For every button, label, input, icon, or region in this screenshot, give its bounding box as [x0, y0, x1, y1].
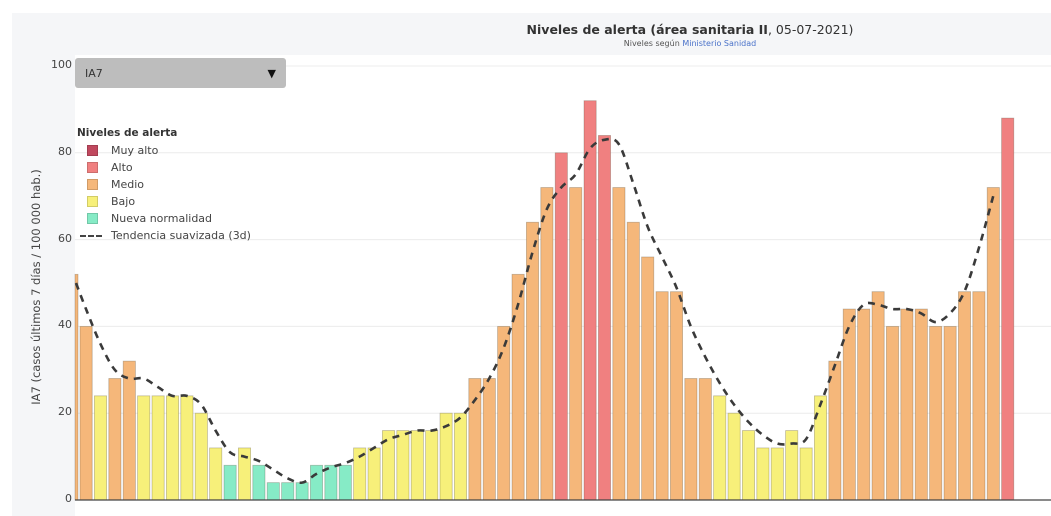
dropdown-arrow-icon: ▼ [267, 66, 276, 80]
bar [886, 325, 900, 501]
bar [180, 395, 194, 501]
y-tick-label: 60 [58, 231, 72, 245]
bar [137, 395, 151, 501]
bar [165, 395, 179, 501]
bar [223, 464, 237, 501]
bar [770, 447, 784, 501]
bar [74, 273, 79, 501]
legend-item-alto[interactable]: Alto [77, 159, 251, 176]
bar [900, 308, 914, 501]
dashed-line-icon [80, 234, 102, 237]
y-tick-label: 20 [58, 405, 72, 419]
subtitle-text: Niveles según [623, 39, 683, 48]
bar [338, 464, 352, 501]
bar [425, 430, 439, 501]
bar [410, 430, 424, 501]
y-tick-label: 100 [51, 58, 72, 71]
bar [526, 221, 540, 501]
bar [554, 152, 568, 501]
y-tick-label: 80 [58, 144, 72, 158]
bar [367, 447, 381, 501]
bar [684, 378, 698, 501]
legend-label: Bajo [111, 195, 136, 208]
bar [655, 291, 669, 501]
bar [497, 325, 511, 501]
bar [727, 412, 741, 501]
legend-item-nueva-normalidad[interactable]: Nueva normalidad [77, 210, 251, 227]
bar [252, 464, 266, 501]
legend: Niveles de alerta Muy alto Alto Medio Bajo N… [77, 127, 251, 244]
bar [151, 395, 165, 501]
bar [309, 464, 323, 501]
bar [583, 100, 597, 501]
bar [929, 325, 943, 501]
bar [194, 412, 208, 501]
legend-title: Niveles de alerta [77, 127, 178, 139]
bar [799, 447, 813, 501]
legend-item-muy-alto[interactable]: Muy alto [77, 142, 251, 159]
bar [295, 482, 309, 501]
legend-label: Medio [111, 178, 145, 191]
bar [79, 325, 93, 501]
bar [958, 291, 972, 501]
legend-label: Alto [111, 161, 133, 174]
y-tick-label: 0 [65, 492, 72, 505]
color-swatch-icon [87, 179, 98, 190]
bar [698, 378, 712, 501]
legend-item-bajo[interactable]: Bajo [77, 193, 251, 210]
legend-label: Tendencia suavizada (3d) [111, 229, 251, 242]
legend-item-trend[interactable]: Tendencia suavizada (3d) [77, 227, 251, 244]
bar [1001, 117, 1015, 501]
bar [871, 291, 885, 501]
bar [468, 378, 482, 501]
bar [670, 291, 684, 501]
metric-dropdown[interactable]: IA7 ▼ [75, 58, 286, 88]
bar [828, 360, 842, 501]
bar [266, 482, 280, 501]
bar [943, 325, 957, 501]
bar [122, 360, 136, 501]
color-swatch-icon [87, 162, 98, 173]
bar [396, 430, 410, 501]
legend-item-medio[interactable]: Medio [77, 176, 251, 193]
color-swatch-icon [87, 196, 98, 207]
bar [756, 447, 770, 501]
bar [785, 430, 799, 501]
trend-line [74, 137, 995, 485]
bar [842, 308, 856, 501]
bar [209, 447, 223, 501]
legend-label: Nueva normalidad [111, 212, 213, 225]
bar [540, 187, 554, 501]
bar [814, 395, 828, 501]
bar [742, 430, 756, 501]
bar [94, 395, 108, 501]
ministerio-sanidad-link[interactable]: Ministerio Sanidad [682, 39, 757, 48]
chart-title-bold: Niveles de alerta (área sanitaria II [526, 22, 768, 37]
color-swatch-icon [87, 145, 98, 156]
y-tick-label: 40 [58, 318, 72, 332]
bar [857, 308, 871, 501]
bar [641, 256, 655, 501]
dropdown-selected-value: IA7 [85, 66, 103, 80]
chart-title-date: , 05-07-2021) [767, 22, 854, 37]
bar [626, 221, 640, 501]
bar [713, 395, 727, 501]
bar [281, 482, 295, 501]
bar [972, 291, 986, 501]
color-swatch-icon [87, 213, 98, 224]
bar [914, 308, 928, 501]
bar [569, 187, 583, 501]
bar [482, 378, 496, 501]
legend-label: Muy alto [111, 144, 159, 157]
chart-subtitle: Niveles según Ministerio Sanidad [380, 39, 1000, 48]
bar [108, 378, 122, 501]
chart-title: Niveles de alerta (área sanitaria II, 05… [380, 22, 1000, 37]
bar [612, 187, 626, 501]
bar [453, 412, 467, 501]
bar [986, 187, 1000, 501]
bar [598, 135, 612, 501]
